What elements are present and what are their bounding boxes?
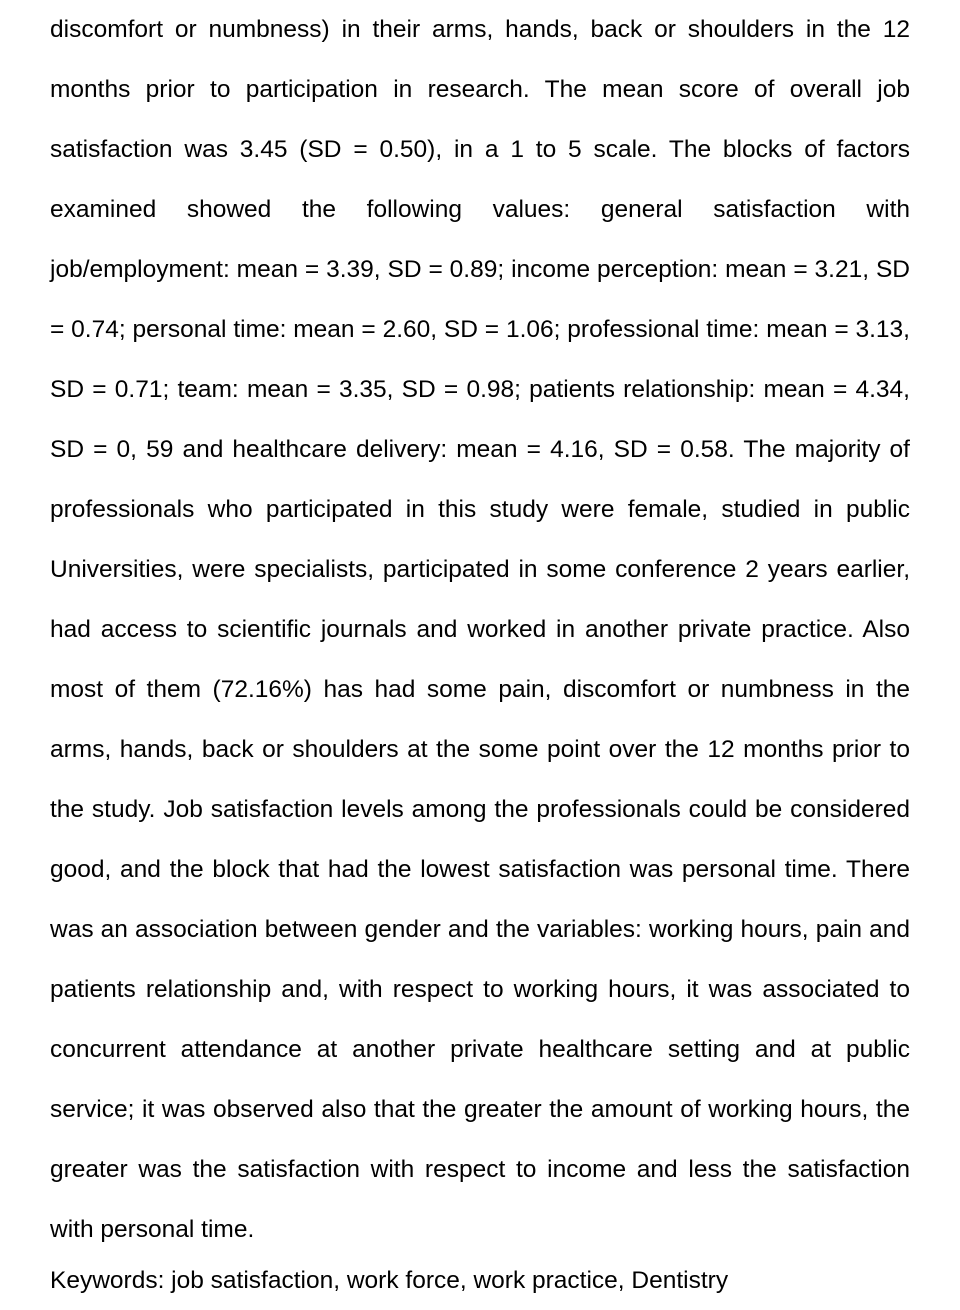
abstract-body-text: discomfort or numbness) in their arms, h…: [50, 0, 910, 1260]
keywords-line: Keywords: job satisfaction, work force, …: [50, 1264, 910, 1298]
document-page: discomfort or numbness) in their arms, h…: [0, 0, 960, 1310]
